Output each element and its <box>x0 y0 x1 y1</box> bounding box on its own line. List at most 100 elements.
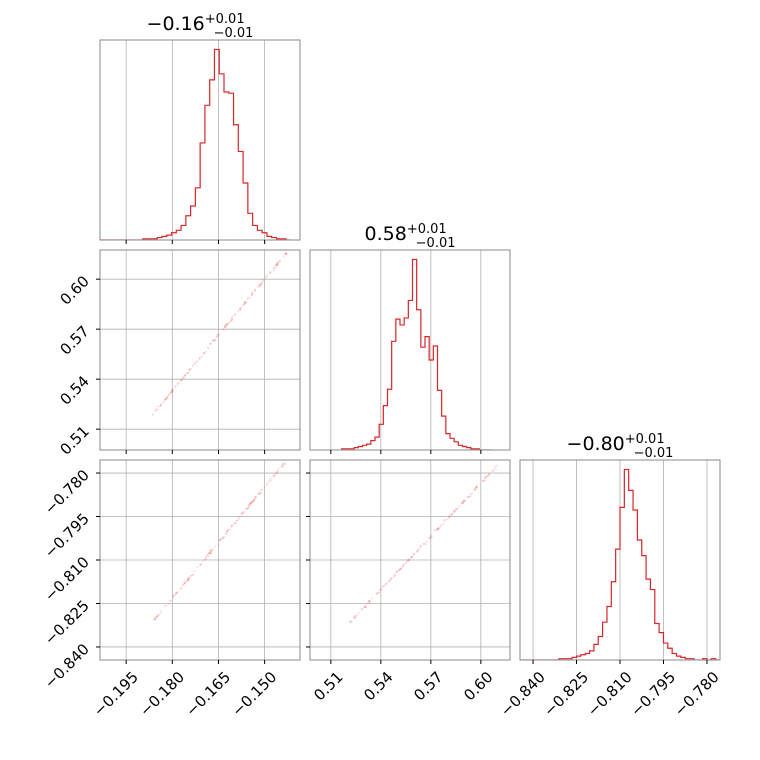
title-value: −0.80 <box>567 433 625 455</box>
contour-mid <box>214 501 263 554</box>
sample-point <box>199 563 202 566</box>
sample-point <box>266 482 269 485</box>
sample-point <box>274 266 276 269</box>
sample-point <box>154 617 156 620</box>
sample-point <box>474 488 476 491</box>
sample-point <box>219 538 221 541</box>
sample-point <box>236 519 239 522</box>
sample-point <box>454 509 457 512</box>
sample-point <box>251 291 254 294</box>
sample-point <box>176 382 179 385</box>
sample-point <box>253 498 256 501</box>
sample-point <box>154 616 157 618</box>
sample-point <box>354 616 356 618</box>
sample-point <box>448 514 451 517</box>
sample-point <box>437 527 440 529</box>
sample-point <box>277 261 280 264</box>
sample-point <box>210 549 213 551</box>
sample-point <box>261 280 264 283</box>
sample-point <box>462 501 465 504</box>
sample-point <box>250 293 253 295</box>
sample-point <box>482 480 485 482</box>
sample-point <box>348 620 351 623</box>
sample-point <box>251 501 254 503</box>
sample-point <box>212 339 214 342</box>
contour-mid <box>415 503 474 556</box>
sample-point <box>165 398 167 401</box>
sample-point <box>284 462 286 465</box>
sample-point <box>168 393 171 396</box>
sample-point <box>473 488 476 491</box>
sample-point <box>177 382 180 385</box>
sample-point <box>453 510 455 512</box>
sample-point <box>474 486 477 489</box>
sample-point <box>237 310 239 313</box>
sample-point <box>226 531 229 533</box>
sample-point <box>273 476 276 478</box>
sample-point <box>233 522 236 524</box>
sample-point <box>183 582 186 585</box>
sample-point <box>164 398 167 401</box>
sample-point <box>467 495 470 498</box>
sample-point <box>199 356 202 359</box>
sample-point <box>187 577 190 580</box>
sample-point <box>487 474 490 477</box>
sample-point <box>475 486 478 488</box>
sample-point <box>361 608 363 611</box>
sample-point <box>488 472 491 475</box>
sample-point <box>160 609 163 612</box>
sample-point <box>420 544 423 547</box>
sample-point <box>281 463 284 466</box>
sample-point <box>210 551 213 554</box>
sample-point <box>252 499 255 502</box>
sample-point <box>249 296 251 299</box>
sample-point <box>446 518 449 521</box>
sample-point <box>246 508 249 510</box>
sample-point <box>417 548 420 550</box>
sample-point <box>169 599 172 602</box>
sample-point <box>277 469 280 472</box>
sample-point <box>160 404 162 407</box>
sample-point <box>226 324 229 326</box>
sample-point <box>368 599 371 602</box>
sample-point <box>171 388 174 391</box>
sample-point <box>483 479 486 482</box>
sample-point <box>481 479 484 482</box>
sample-point <box>189 575 192 578</box>
sample-point <box>447 517 450 519</box>
sample-point <box>247 507 250 510</box>
sample-point <box>269 480 272 482</box>
sample-point <box>393 572 396 575</box>
x-tick-label: 0.60 <box>460 668 496 704</box>
sample-point <box>154 618 157 621</box>
x-tick-label: −0.795 <box>627 668 679 720</box>
sample-point <box>167 602 170 605</box>
sample-point <box>177 591 179 594</box>
sample-point <box>217 333 220 336</box>
sample-point <box>230 524 233 527</box>
sample-point <box>487 475 490 478</box>
sample-point <box>389 578 392 580</box>
sample-point <box>172 596 175 598</box>
sample-point <box>174 594 176 596</box>
sample-point <box>153 409 156 412</box>
sample-point <box>410 556 413 558</box>
sample-point <box>265 275 268 278</box>
sample-point <box>437 527 440 530</box>
sample-point <box>461 502 464 504</box>
sample-point <box>389 577 392 580</box>
sample-point <box>207 347 210 350</box>
sample-point <box>218 539 221 542</box>
sample-point <box>272 474 275 477</box>
sample-point <box>224 326 226 329</box>
sample-point <box>270 271 272 273</box>
sample-point <box>249 501 252 504</box>
sample-point <box>246 298 249 301</box>
sample-point <box>213 339 216 342</box>
sample-point <box>184 374 186 377</box>
sample-point <box>258 285 261 287</box>
sample-point <box>210 550 213 552</box>
sample-point <box>190 367 193 370</box>
sample-point <box>207 554 210 557</box>
sample-point <box>192 363 195 366</box>
